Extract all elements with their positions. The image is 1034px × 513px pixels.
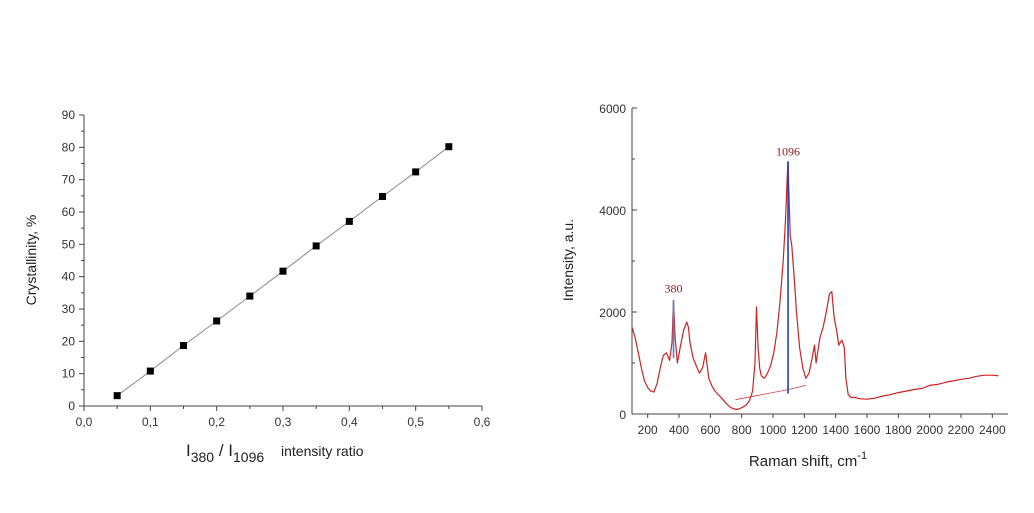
x-tick-label: 400 (669, 423, 689, 437)
y-tick-label: 2000 (599, 306, 626, 320)
data-point (312, 242, 320, 250)
peak-label: 380 (665, 282, 683, 296)
x-tick-label: 1800 (885, 423, 912, 437)
data-point (180, 342, 187, 350)
y-tick-label: 60 (62, 205, 76, 219)
x-tick-label: 0,0 (76, 415, 93, 429)
x-axis-title: I380 / I1096 (186, 441, 264, 465)
x-tick-label: 0,1 (142, 415, 159, 429)
x-tick-label: 0,4 (341, 415, 358, 429)
x-tick-label: 2000 (916, 423, 943, 437)
x-axis-title-tail: intensity ratio (281, 443, 364, 459)
baseline-segment (735, 385, 806, 401)
crystallinity-chart: 0,0 0,1 0,2 0,3 0,4 0,5 0,6 0 10 20 30 40 50 60 70 80 90… (23, 108, 491, 465)
x-axis-title-part: / I (214, 441, 233, 460)
y-tick-label: 20 (62, 334, 76, 348)
y-tick-label: 70 (62, 173, 76, 187)
x-axis-title-part: Raman shift, cm (749, 453, 857, 470)
x-tick-label: 2400 (979, 423, 1006, 437)
x-tick-label: 600 (700, 423, 720, 437)
y-tick-label: 30 (62, 302, 76, 316)
data-point (246, 292, 254, 300)
data-point (279, 267, 287, 275)
data-point (213, 317, 221, 325)
peak-label: 1096 (776, 144, 800, 158)
data-point (412, 168, 420, 176)
data-point (379, 192, 386, 200)
x-tick-label: 1400 (822, 423, 849, 437)
x-tick-label: 2200 (948, 423, 975, 437)
y-tick-label: 0 (619, 408, 626, 422)
y-axis-title: Crystallinity, % (23, 215, 39, 306)
y-tick-label: 40 (62, 270, 76, 284)
x-tick-label: 200 (638, 423, 658, 437)
x-tick-label: 1200 (791, 423, 818, 437)
x-tick-label: 0,6 (474, 415, 491, 429)
y-tick-label: 6000 (599, 102, 626, 116)
y-tick-label: 90 (62, 108, 76, 122)
data-point (345, 217, 353, 225)
x-tick-label: 1000 (760, 423, 787, 437)
x-tick-label: 1600 (854, 423, 881, 437)
data-point (113, 392, 121, 400)
x-axis-title-part: 1096 (233, 449, 264, 465)
x-tick-label: 0,2 (208, 415, 225, 429)
data-point (445, 143, 453, 151)
data-point (146, 367, 154, 375)
y-tick-label: 50 (62, 237, 76, 251)
y-tick-label: 4000 (599, 204, 626, 218)
x-axis-title: Raman shift, cm-1 (749, 450, 867, 470)
raman-spectrum-chart: 200 400 600 800 1000 1200 1400 1600 1800 2000 2200… (560, 102, 1008, 470)
spectrum-line (631, 161, 999, 410)
y-tick-label: 10 (62, 367, 76, 381)
y-tick-label: 0 (68, 399, 75, 413)
y-tick-label: 80 (62, 140, 76, 154)
x-tick-label: 0,3 (275, 415, 292, 429)
x-axis-title-part: I (186, 441, 191, 460)
x-axis-title-sup: -1 (857, 450, 867, 462)
x-axis-title-part: 380 (191, 449, 215, 465)
x-tick-label: 800 (732, 423, 752, 437)
y-axis-title: Intensity, a.u. (560, 219, 576, 301)
x-tick-label: 0,5 (407, 415, 424, 429)
